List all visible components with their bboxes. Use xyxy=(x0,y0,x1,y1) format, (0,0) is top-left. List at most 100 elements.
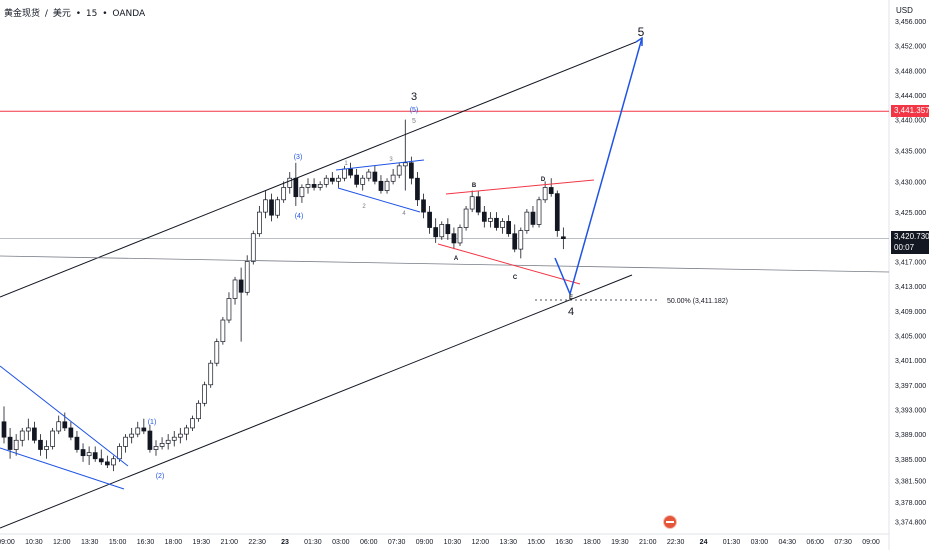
candle-body xyxy=(323,177,329,185)
wave-label-B: B xyxy=(472,183,477,189)
candle-body xyxy=(111,458,116,466)
wave-label-t4: 4 xyxy=(402,211,406,217)
wave-label-t2: 2 xyxy=(362,204,366,210)
wave-label-w5: 5 xyxy=(638,25,645,39)
x-tick-label: 10:30 xyxy=(25,539,43,546)
wave-label-p4: (4) xyxy=(295,213,304,220)
time-axis[interactable]: 09:00 10:30 12:00 13:30 15:00 16:30 18:00 19:30… xyxy=(0,533,889,546)
x-tick-label: 22:30 xyxy=(248,539,266,546)
x-tick-label: 07:30 xyxy=(834,539,852,546)
x-tick-label: 10:30 xyxy=(444,539,462,546)
candle-body xyxy=(269,199,274,216)
x-tick-label: 04:30 xyxy=(779,539,797,546)
y-tick-label: 3,430.000 xyxy=(895,179,926,186)
projection-path xyxy=(554,37,643,297)
candles xyxy=(1,119,566,472)
x-tick-label: 09:00 xyxy=(862,539,880,546)
candle-body xyxy=(506,221,511,235)
candle-body xyxy=(44,446,49,450)
candle-body xyxy=(62,421,68,429)
y-tick-label: 3,385.000 xyxy=(895,457,926,464)
dot-separator: • xyxy=(102,9,108,19)
candle-body xyxy=(305,184,311,188)
candle-body xyxy=(561,236,566,239)
x-tick-label: 22:30 xyxy=(667,539,685,546)
us-flag-icon[interactable] xyxy=(663,515,677,529)
triangle-upper-line xyxy=(335,159,425,171)
y-tick-label: 3,435.000 xyxy=(895,148,926,155)
candle-body xyxy=(220,319,226,342)
candle-body xyxy=(25,427,31,432)
candle-body xyxy=(475,196,481,213)
candle-body xyxy=(488,217,493,222)
candle-body xyxy=(469,196,475,210)
data-source: OANDA xyxy=(112,9,146,19)
candle-body xyxy=(1,421,7,438)
quote-currency: 美元 xyxy=(52,9,71,19)
fib-label: 50.00% (3,411.182) xyxy=(667,298,728,305)
candle-body xyxy=(530,211,536,225)
candle-body xyxy=(360,177,366,185)
candle-body xyxy=(366,171,372,179)
candle-body xyxy=(257,211,262,235)
x-tick-label: 03:00 xyxy=(332,539,350,546)
x-tick-label: 23 xyxy=(281,539,289,546)
candle-body xyxy=(463,208,469,228)
y-tick-label: 3,389.000 xyxy=(895,432,926,439)
candle-body xyxy=(190,418,195,429)
candle-body xyxy=(421,199,426,213)
candle-body xyxy=(19,430,25,441)
symbol-name[interactable]: 黄金现货 xyxy=(4,9,41,19)
candle-body xyxy=(196,402,201,420)
y-tick-label: 3,374.800 xyxy=(895,520,926,527)
price-axis[interactable]: 3,456.000 3,452.000 3,448.000 3,444.000 3,44… xyxy=(888,0,926,550)
x-tick-label: 09:00 xyxy=(416,539,434,546)
y-tick-label: 3,393.000 xyxy=(895,407,926,414)
candle-body xyxy=(281,187,287,201)
candle-body xyxy=(402,162,408,167)
candle-body xyxy=(7,436,13,450)
candle-body xyxy=(409,162,414,179)
arrow-head xyxy=(635,36,643,46)
countdown-badge: 00:07 xyxy=(891,242,929,255)
candle-body xyxy=(80,449,86,457)
wave-label-p5b: 5 xyxy=(412,118,416,125)
candle-body xyxy=(184,427,189,435)
candle-body xyxy=(275,199,280,216)
candle-body xyxy=(202,384,207,404)
candle-body xyxy=(244,261,250,293)
candle-body xyxy=(542,187,548,201)
candle-body xyxy=(433,227,439,238)
candle-body xyxy=(68,427,74,438)
x-tick-label: 06:00 xyxy=(806,539,824,546)
triangle-lower-line xyxy=(337,187,421,213)
candle-body xyxy=(481,211,487,222)
x-tick-label: 12:00 xyxy=(472,539,490,546)
candle-body xyxy=(415,177,420,201)
candle-body xyxy=(384,180,390,191)
last-price-badge: 3,420.730 xyxy=(891,231,930,244)
interval-label[interactable]: 15 xyxy=(85,9,98,19)
x-tick-label: 12:00 xyxy=(53,539,71,546)
candle-body xyxy=(117,446,122,460)
candle-body xyxy=(378,180,384,191)
y-tick-label: 3,405.000 xyxy=(895,333,926,340)
y-tick-label: 3,417.000 xyxy=(895,259,926,266)
y-tick-label: 3,452.000 xyxy=(895,44,926,51)
wave-labels: 3 5 4 (5) 5 (3) (4) (1) (2) 1 2 3 4 A B C D E xyxy=(148,25,645,480)
axis-currency[interactable]: USD xyxy=(896,6,913,15)
candle-body xyxy=(524,211,530,231)
candle-body xyxy=(518,230,524,250)
candle-body xyxy=(329,177,335,182)
candle-body xyxy=(86,452,92,457)
y-tick-label: 3,444.000 xyxy=(895,93,926,100)
candle-body xyxy=(32,427,37,441)
candle-body xyxy=(165,439,171,444)
candle-body xyxy=(548,187,554,194)
x-tick-label: 01:30 xyxy=(304,539,322,546)
candle-body xyxy=(451,233,457,244)
x-tick-label: 21:00 xyxy=(220,539,238,546)
candle-body xyxy=(50,430,55,447)
candle-body xyxy=(98,458,104,463)
